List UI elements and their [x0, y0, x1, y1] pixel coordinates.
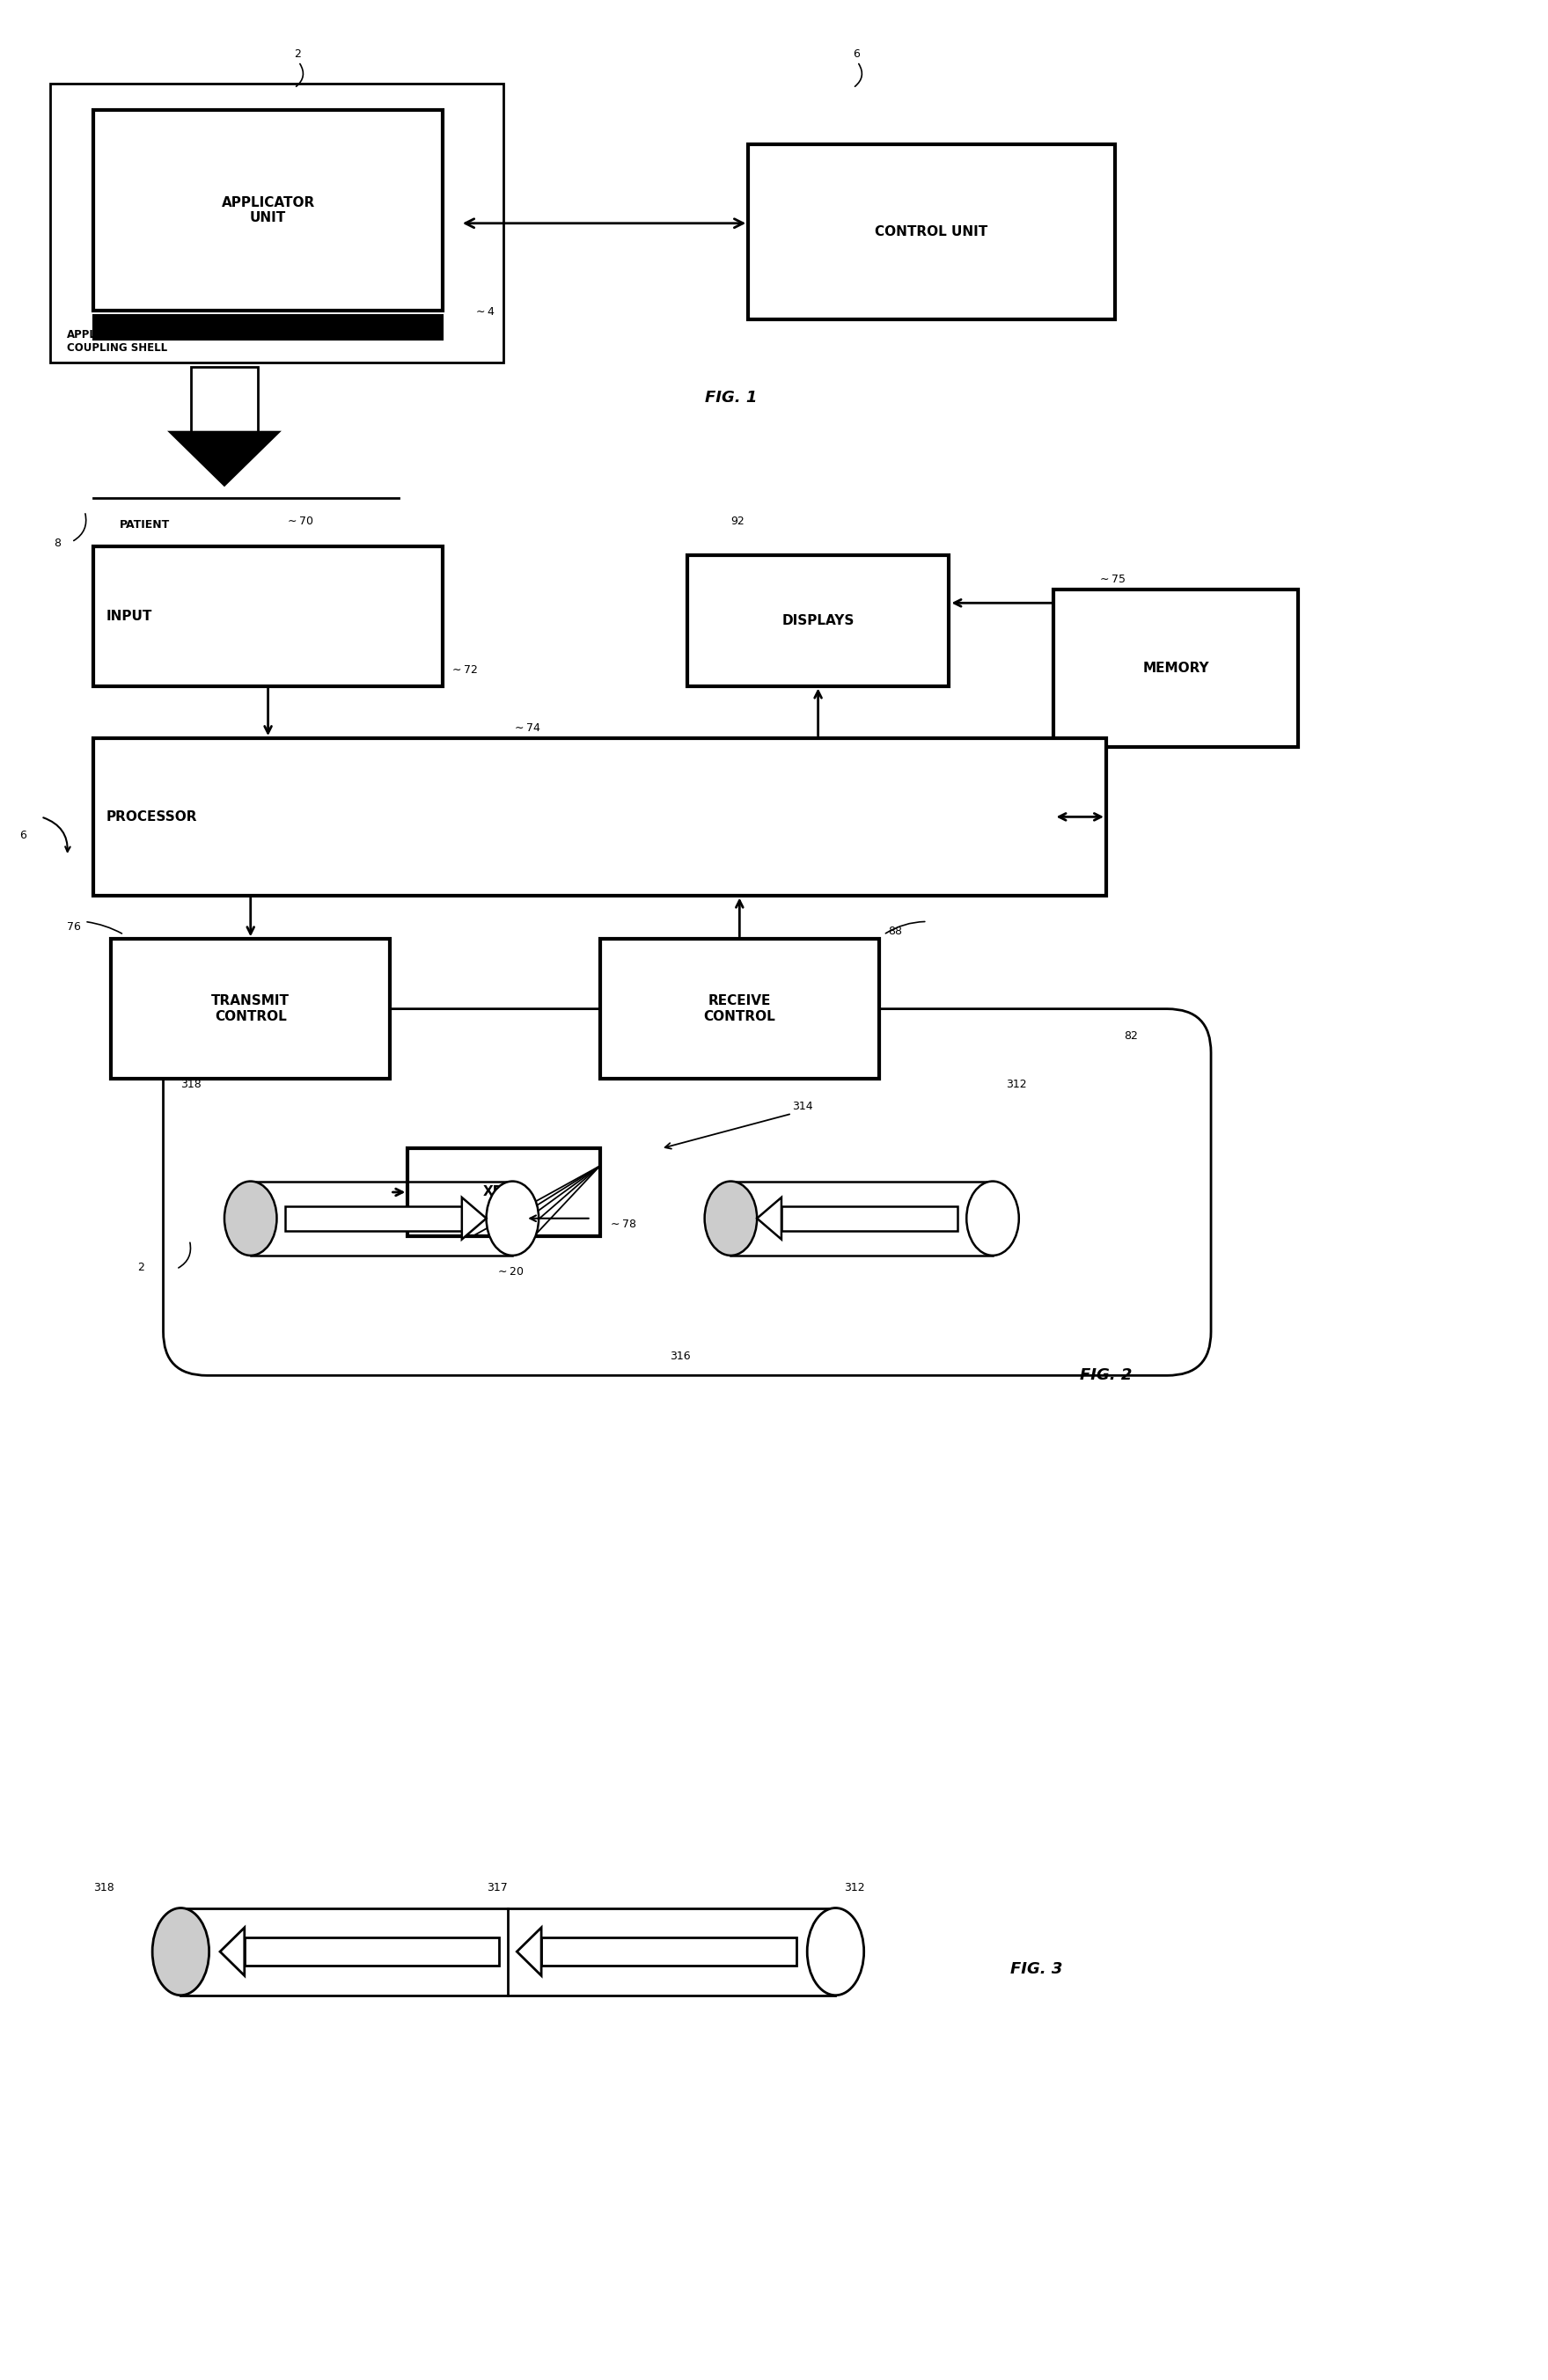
Ellipse shape: [807, 1909, 864, 1994]
FancyBboxPatch shape: [93, 314, 443, 340]
FancyBboxPatch shape: [1054, 590, 1299, 747]
Text: 76: 76: [67, 921, 80, 933]
Ellipse shape: [704, 1180, 757, 1257]
Polygon shape: [757, 1197, 782, 1240]
Ellipse shape: [152, 1909, 209, 1994]
Text: 312: 312: [1006, 1078, 1026, 1090]
FancyBboxPatch shape: [285, 1207, 461, 1230]
Text: 2: 2: [138, 1261, 144, 1273]
Text: 318: 318: [181, 1078, 201, 1090]
Text: 316: 316: [670, 1352, 690, 1361]
Polygon shape: [220, 1928, 245, 1975]
FancyBboxPatch shape: [407, 1150, 599, 1235]
Polygon shape: [461, 1197, 486, 1240]
Text: $\sim$74: $\sim$74: [512, 724, 542, 733]
Text: $\sim$78: $\sim$78: [608, 1219, 638, 1230]
Text: 6: 6: [19, 831, 26, 840]
Text: 317: 317: [486, 1883, 508, 1892]
Polygon shape: [517, 1928, 542, 1975]
Text: RECEIVE
CONTROL: RECEIVE CONTROL: [703, 995, 776, 1023]
FancyBboxPatch shape: [245, 1937, 500, 1966]
FancyBboxPatch shape: [111, 940, 390, 1078]
Text: FIG. 3: FIG. 3: [1011, 1961, 1062, 1978]
Text: 8: 8: [54, 538, 62, 550]
Text: CONTROL UNIT: CONTROL UNIT: [875, 226, 988, 238]
Ellipse shape: [486, 1180, 539, 1257]
FancyBboxPatch shape: [687, 555, 949, 685]
Text: 82: 82: [1124, 1031, 1138, 1042]
Text: XDCR: XDCR: [483, 1185, 525, 1200]
Text: $\sim$4: $\sim$4: [474, 307, 495, 317]
Ellipse shape: [966, 1180, 1019, 1257]
Text: TRANSMIT
CONTROL: TRANSMIT CONTROL: [212, 995, 289, 1023]
Text: 318: 318: [93, 1883, 115, 1892]
Text: $\sim$70: $\sim$70: [285, 516, 314, 526]
Text: 6: 6: [853, 48, 861, 60]
FancyBboxPatch shape: [542, 1937, 796, 1966]
FancyBboxPatch shape: [748, 145, 1115, 319]
Text: $\sim$72: $\sim$72: [449, 664, 478, 676]
Text: MEMORY: MEMORY: [1142, 662, 1209, 676]
Text: PATIENT: PATIENT: [119, 519, 170, 531]
FancyBboxPatch shape: [599, 940, 879, 1078]
Text: 312: 312: [844, 1883, 865, 1892]
Text: APPLICATOR
COUPLING SHELL: APPLICATOR COUPLING SHELL: [67, 328, 167, 352]
Polygon shape: [170, 433, 279, 486]
Text: 2: 2: [294, 48, 302, 60]
Text: PROCESSOR: PROCESSOR: [107, 809, 198, 823]
Text: 92: 92: [731, 516, 745, 526]
Text: APPLICATOR
UNIT: APPLICATOR UNIT: [221, 195, 314, 224]
Text: FIG. 2: FIG. 2: [1081, 1368, 1132, 1383]
Text: $\sim$20: $\sim$20: [495, 1266, 523, 1278]
FancyBboxPatch shape: [93, 738, 1107, 895]
FancyBboxPatch shape: [50, 83, 503, 362]
Text: FIG. 1: FIG. 1: [704, 390, 757, 405]
FancyBboxPatch shape: [192, 367, 257, 433]
FancyBboxPatch shape: [93, 547, 443, 685]
Text: INPUT: INPUT: [107, 609, 153, 624]
Text: 88: 88: [889, 926, 902, 938]
Text: DISPLAYS: DISPLAYS: [782, 614, 854, 626]
FancyBboxPatch shape: [163, 1009, 1211, 1376]
Ellipse shape: [224, 1180, 277, 1257]
Text: 314: 314: [793, 1100, 813, 1111]
Text: $\sim$75: $\sim$75: [1098, 574, 1125, 585]
FancyBboxPatch shape: [782, 1207, 958, 1230]
FancyBboxPatch shape: [93, 109, 443, 309]
